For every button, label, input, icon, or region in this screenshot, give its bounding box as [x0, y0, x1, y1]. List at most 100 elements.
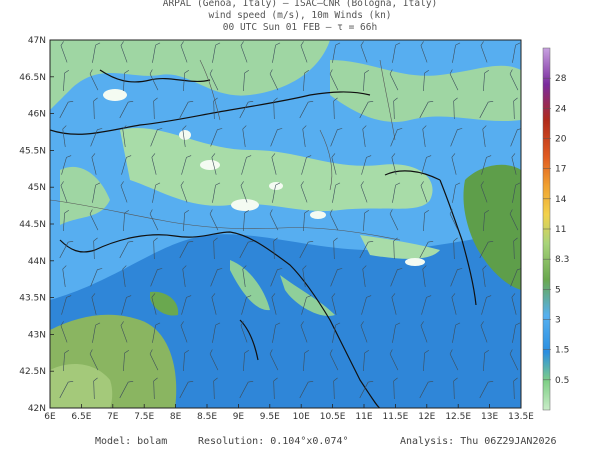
wind-barb	[452, 322, 461, 343]
wind-barb	[301, 295, 312, 315]
wind-barb	[423, 70, 429, 91]
forecast-time: 00 UTC Sun 01 FEB – τ = 66h	[222, 22, 378, 33]
lon-label: 10.5E	[320, 412, 346, 422]
lat-label: 46N	[28, 110, 46, 120]
lon-label: 11E	[355, 412, 372, 422]
wind-barb	[239, 380, 254, 399]
lon-label: 8.5E	[197, 412, 217, 422]
wind-barb	[330, 268, 343, 287]
wind-barb	[453, 377, 458, 400]
wind-barb	[239, 100, 254, 119]
wind-barb	[450, 268, 463, 287]
wind-barb	[93, 237, 98, 260]
wind-barb	[90, 268, 103, 287]
wind-barb	[509, 209, 519, 231]
lon-label: 9E	[233, 412, 245, 422]
wind-barb	[62, 265, 67, 287]
map-subtitle: wind speed (m/s), 10m Winds (kn)	[208, 10, 392, 21]
wind-barb	[213, 377, 218, 400]
wind-barb	[60, 41, 68, 63]
wind-barb	[180, 321, 188, 343]
wind-barb	[511, 153, 517, 175]
wind-barb	[390, 128, 403, 147]
wind-barb	[419, 380, 434, 399]
wind-barb	[329, 69, 339, 91]
wind-barb	[59, 100, 74, 119]
wind-barb	[240, 181, 248, 203]
wind-barb	[392, 322, 401, 343]
wind-barb	[123, 350, 129, 371]
wind-barb	[423, 350, 429, 371]
wind-barb	[180, 41, 188, 63]
wind-barb	[179, 380, 194, 399]
wind-barb	[300, 41, 308, 63]
wind-barb	[419, 240, 434, 259]
lon-label: 9.5E	[260, 412, 280, 422]
lon-label: 12E	[418, 412, 435, 422]
wind-barb	[149, 69, 159, 91]
lon-label: 13.5E	[508, 412, 534, 422]
wind-barb	[332, 322, 341, 343]
wind-barb	[363, 350, 369, 371]
wind-barb	[359, 100, 374, 119]
wind-barb	[300, 321, 308, 343]
lon-label: 7.5E	[134, 412, 154, 422]
wind-barb	[61, 295, 72, 315]
wind-barb	[482, 265, 487, 287]
latitude-labels: 47N 46.5N 46N 45.5N 45N 44.5N 44N 43.5N 43N 42.5N…	[19, 36, 54, 414]
lat-label: 45N	[28, 183, 46, 193]
wind-barb	[243, 210, 249, 231]
wind-barb	[60, 181, 68, 203]
wind-barb	[333, 237, 338, 260]
wind-barb	[211, 153, 217, 175]
wind-barb	[479, 240, 494, 259]
wind-barb	[422, 125, 427, 147]
wind-barb	[149, 349, 159, 371]
wind-barb	[359, 240, 374, 259]
wind-barb	[119, 240, 134, 259]
wind-barb	[121, 295, 132, 315]
wind-barb	[512, 182, 521, 203]
wind-barb	[123, 70, 129, 91]
wind-barb	[150, 128, 163, 147]
wind-barb	[420, 41, 428, 63]
wind-barb	[299, 380, 314, 399]
wind-barb	[183, 210, 189, 231]
wind-barb	[332, 42, 341, 63]
wind-barb	[452, 182, 461, 203]
wind-barb	[513, 377, 518, 400]
lat-label: 44N	[28, 257, 46, 267]
wind-barb	[89, 69, 99, 91]
lat-label: 42.5N	[19, 367, 46, 377]
wind-barb	[391, 153, 397, 175]
lat-label: 43.5N	[19, 294, 46, 304]
wind-barb	[63, 350, 69, 371]
wind-barb	[423, 210, 429, 231]
wind-barb	[119, 100, 134, 119]
wind-barb	[480, 321, 488, 343]
wind-barb	[269, 349, 279, 371]
wind-barb	[330, 128, 343, 147]
wind-barb	[393, 237, 398, 260]
wind-barb	[123, 210, 129, 231]
wind-barb	[62, 125, 67, 147]
wind-barb	[360, 181, 368, 203]
wind-barb	[211, 293, 217, 315]
wind-barb	[209, 69, 219, 91]
wind-barb	[333, 97, 338, 120]
wind-barb	[240, 41, 248, 63]
wind-barb	[360, 41, 368, 63]
wind-barb	[363, 210, 369, 231]
wind-barb	[303, 70, 309, 91]
lat-label: 45.5N	[19, 146, 46, 156]
wind-barb	[331, 153, 337, 175]
wind-barb	[273, 377, 278, 400]
wind-barb	[391, 293, 397, 315]
wind-barb	[299, 100, 314, 119]
wind-barb	[329, 349, 339, 371]
wind-barb	[300, 181, 308, 203]
wind-barb	[272, 322, 281, 343]
wind-barb	[453, 237, 458, 260]
wind-barb	[301, 155, 312, 175]
